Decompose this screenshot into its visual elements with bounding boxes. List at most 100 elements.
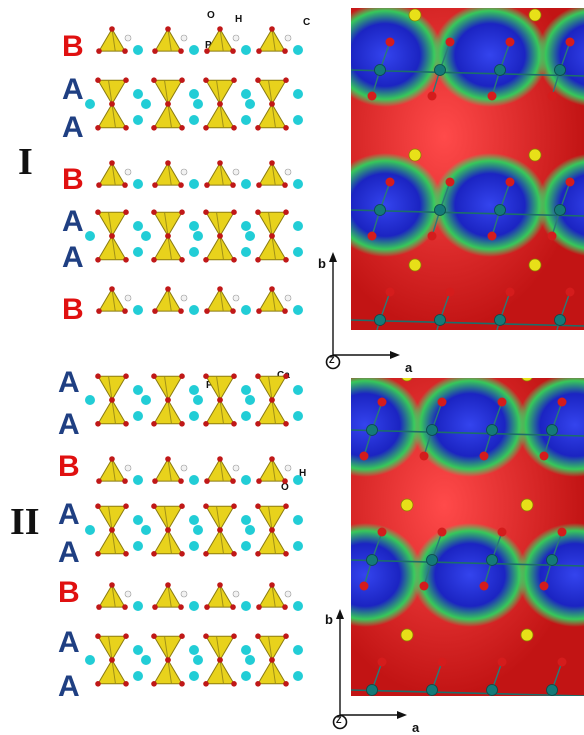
po4-tetrahedron [257,79,287,105]
calcium-atom [189,385,199,395]
calcium-atom [366,424,378,436]
tetra-edge [219,288,224,312]
po4-tetrahedron [154,288,182,312]
po4-tetrahedron [257,635,287,661]
calcium-atom [293,541,303,551]
oxygen-atom [151,551,157,557]
oxygen-atom [123,503,129,510]
positive-potential-region [432,153,548,257]
oxygen-atom [255,551,261,557]
po4-tetrahedron [205,659,235,685]
oxygen-atom [367,91,377,101]
calcium-atom [245,231,255,241]
hydrogen-atom [232,34,240,42]
tetra-edge [164,636,169,661]
oxygen-atom [109,160,115,166]
po4-tetrahedron [153,375,183,401]
layer-label: A [62,111,84,144]
oxygen-atom [283,503,289,510]
layer-label: A [58,498,80,531]
phosphorus-atom [520,498,534,512]
oxygen-atom [95,125,101,131]
calcium-atom [293,247,303,257]
calcium-atom [189,221,199,231]
bond [351,319,584,327]
oxygen-atom [204,308,210,314]
oxygen-atom [152,48,158,54]
calcium-atom [486,424,498,436]
po4-tetrahedron [97,103,127,129]
oxygen-atom [151,503,157,510]
oxygen-atom [565,37,575,47]
calcium-atom [241,411,251,421]
calcium-atom [434,314,446,326]
layer-label: B [58,576,80,609]
positive-potential-region [432,8,548,107]
oxygen-atom [123,681,129,687]
oxygen-atom [255,209,261,215]
tetra-edge [219,584,224,608]
hydrogen-atom [232,168,240,176]
hydrogen-atom [180,34,188,42]
po4-tetrahedron [153,103,183,129]
oxygen-atom [256,478,262,484]
calcium-atom [133,45,143,55]
calcium-atom [494,314,506,326]
calcium-atom [133,221,143,231]
tetra-edge [271,288,276,312]
oxygen-atom [203,503,209,510]
calcium-atom [293,671,303,681]
oxygen-atom [217,101,223,107]
layer-label: A [58,366,80,399]
tetra-edge [167,28,172,52]
oxygen-atom [360,712,369,721]
oxygen-atom [217,160,223,166]
tetra-edge [219,458,224,482]
oxygen-atom [217,233,223,239]
oxygen-atom [282,48,288,54]
calcium-atom [133,601,143,611]
hydrogen-atom [284,34,292,42]
po4-tetrahedron [257,399,287,425]
calcium-atom [133,305,143,315]
calcium-atom [141,99,151,109]
oxygen-atom [283,633,289,639]
oxygen-atom [122,604,128,610]
oxygen-atom [179,77,185,83]
oxygen-atom [122,478,128,484]
tetra-edge [167,288,172,312]
po4-tetrahedron [205,529,235,555]
calcium-atom [366,684,378,696]
tetra-edge [167,584,172,608]
po4-tetrahedron [205,375,235,401]
oxygen-atom [96,182,102,188]
layer-label: A [62,73,84,106]
oxygen-atom [151,681,157,687]
calcium-atom [189,475,199,485]
calcium-atom [133,515,143,525]
tetra-edge [219,162,224,186]
oxygen-atom [230,478,236,484]
tetra-edge [108,636,113,661]
tetra-edge [167,659,172,684]
calcium-atom [193,395,203,405]
po4-tetrahedron [206,162,234,186]
tetra-edge [164,212,169,237]
oxygen-atom [269,527,275,533]
po4-tetrahedron [257,529,287,555]
tetra-edge [271,162,276,186]
calcium-atom [546,424,558,436]
calcium-atom [193,525,203,535]
oxygen-atom [557,397,567,407]
oxygen-atom [505,287,515,297]
layer-label: B [62,293,84,326]
oxygen-atom [96,604,102,610]
tetra-edge [167,103,172,128]
oxygen-atom [165,286,171,292]
oxygen-atom [203,125,209,131]
oxygen-atom [123,125,129,131]
calcium-atom [293,645,303,655]
po4-tetrahedron [257,375,287,401]
calcium-atom [241,515,251,525]
